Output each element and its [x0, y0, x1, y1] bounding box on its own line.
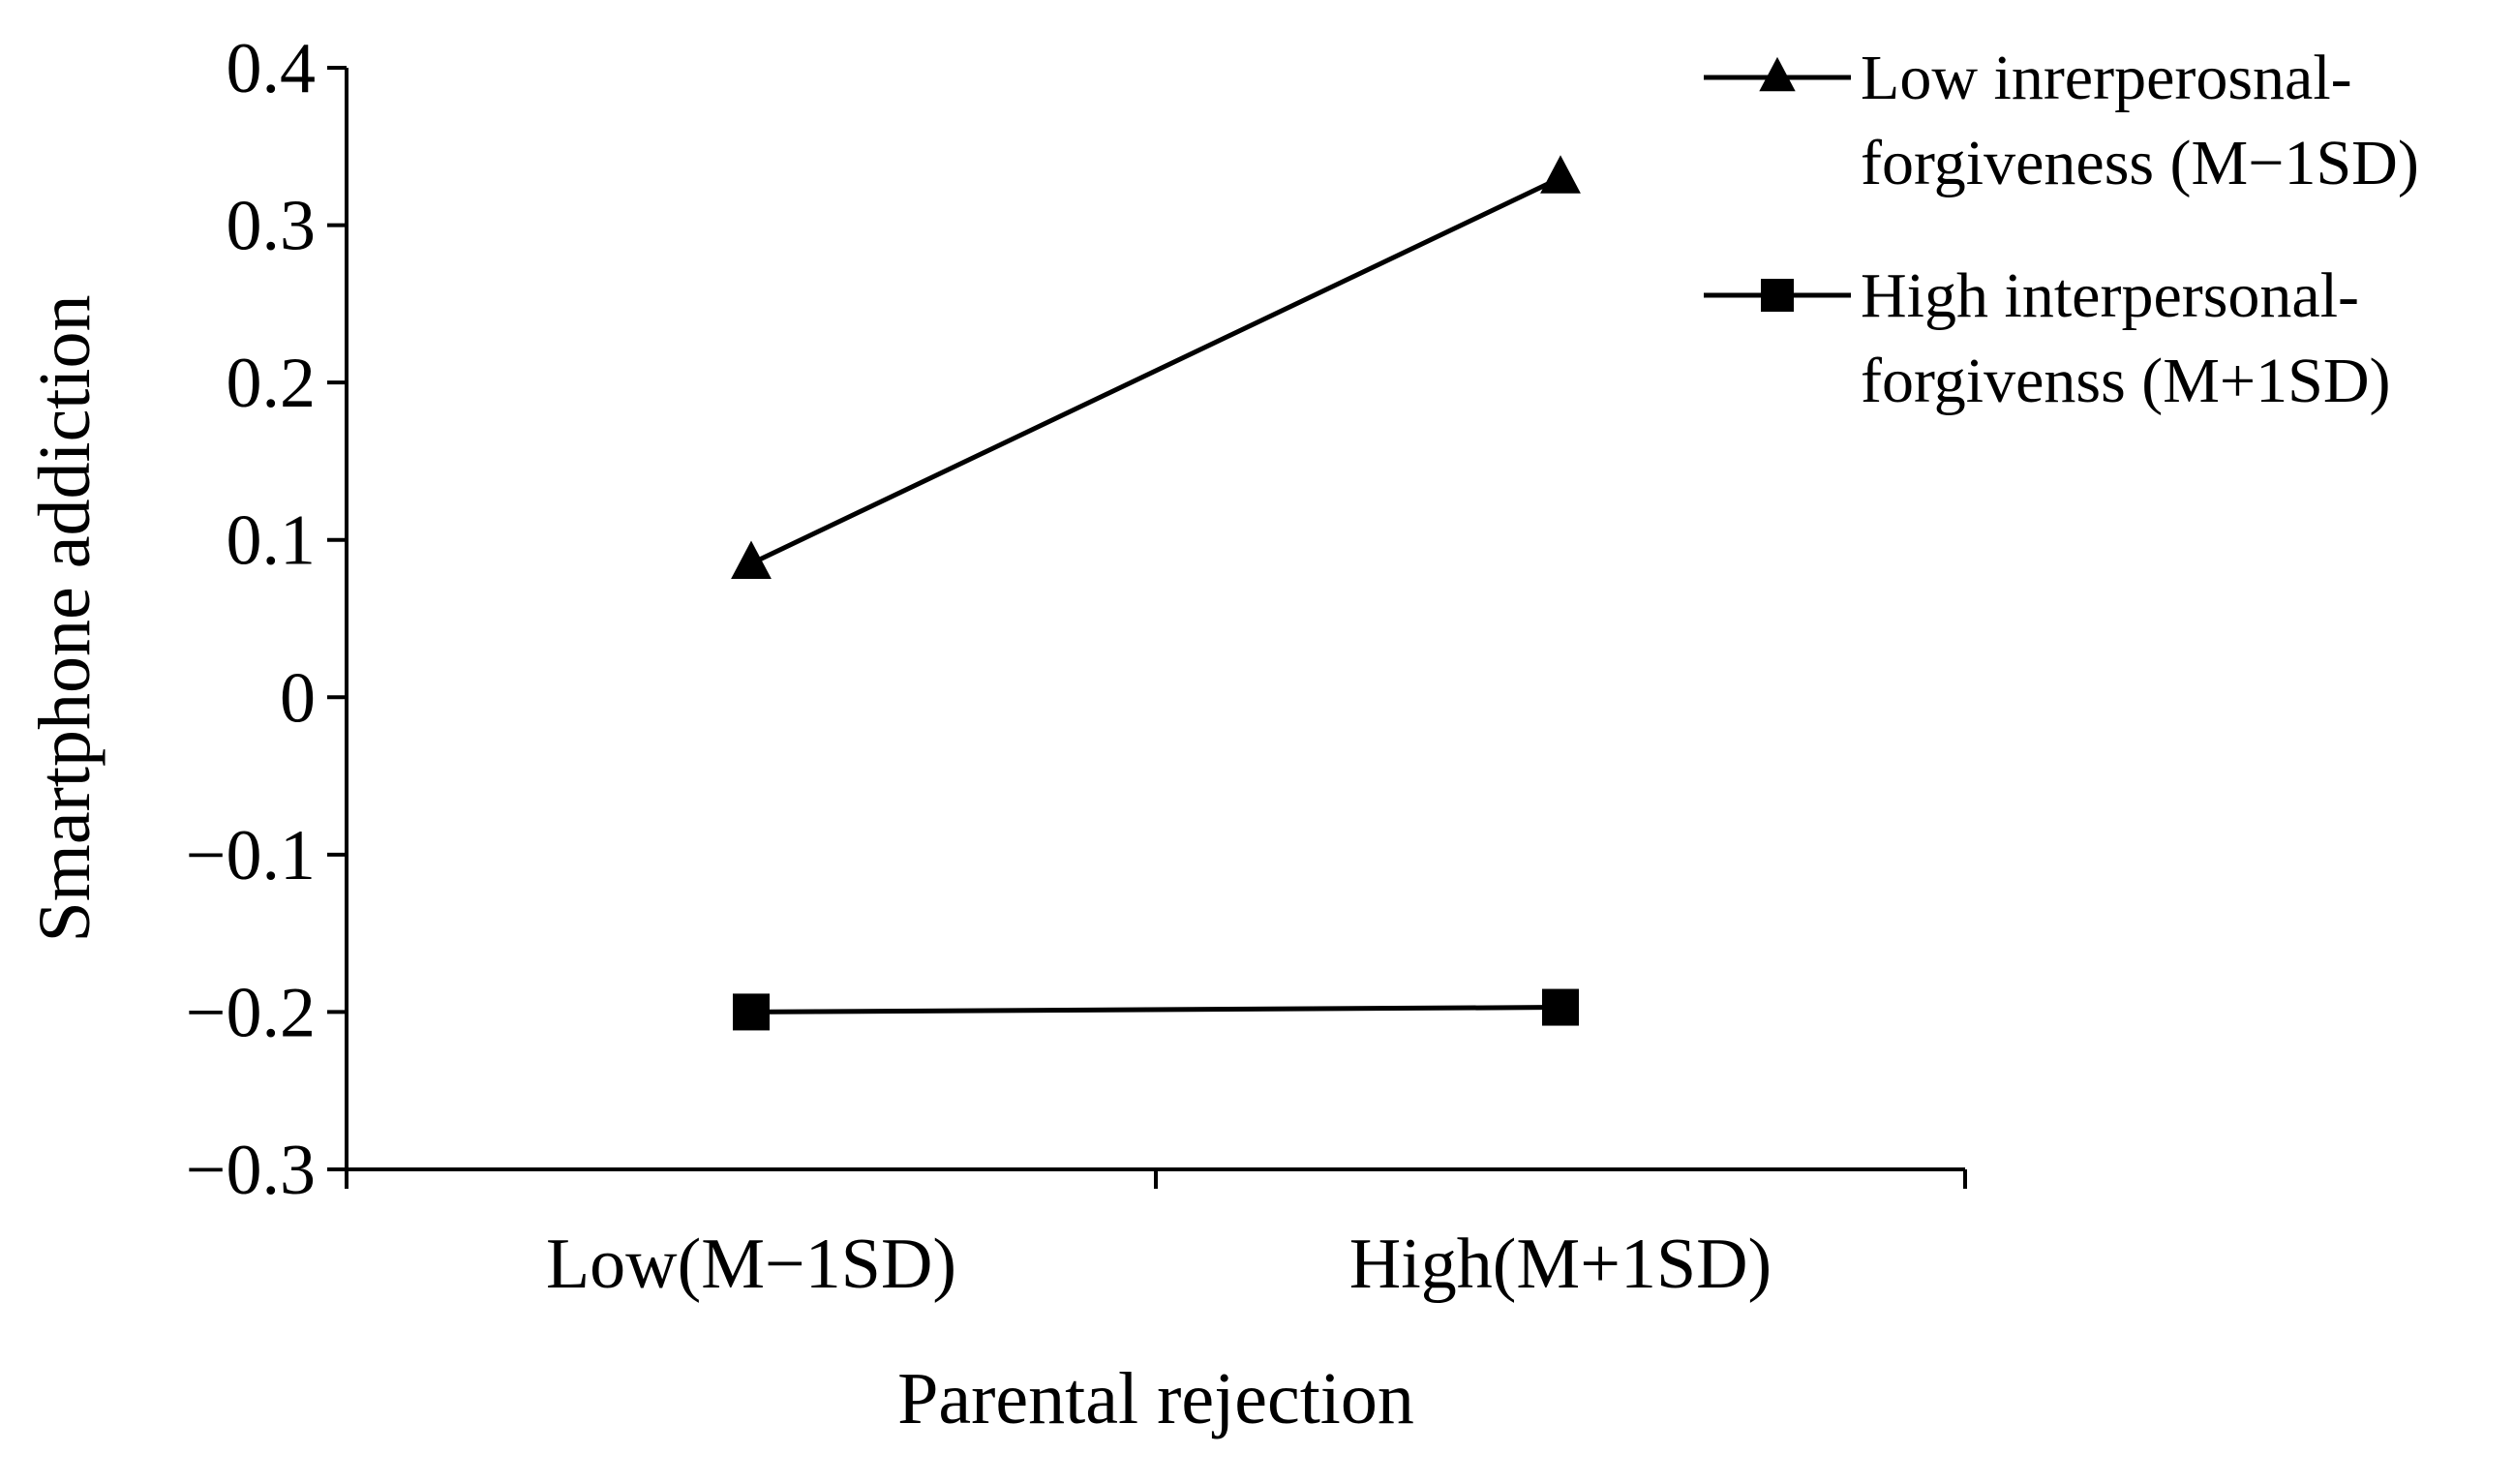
data-point: [733, 993, 770, 1031]
x-tick-label: High(M+1SD): [1349, 1225, 1772, 1304]
legend-label: forgiveness (M−1SD): [1861, 128, 2419, 198]
legend: Low inrerperosnal-forgiveness (M−1SD) Hig…: [1704, 43, 2419, 416]
x-axis-title: Parental rejection: [897, 1358, 1414, 1439]
data-point: [731, 540, 772, 580]
series-2: [733, 988, 1579, 1031]
series-line: [749, 175, 1562, 566]
y-tick-label: −0.2: [186, 973, 316, 1052]
y-tick-label: 0.1: [227, 501, 317, 581]
data-point: [1540, 155, 1581, 194]
x-tick-label: Low(M−1SD): [546, 1225, 956, 1304]
axes: [345, 68, 1965, 1187]
legend-label: forgivenss (M+1SD): [1861, 346, 2391, 416]
y-ticks: 0.4 0.3 0.2 0.1 0 −0.1 −0.2 −0.3: [186, 29, 347, 1210]
legend-item-2: High interpersonal-forgivenss (M+1SD): [1704, 260, 2391, 416]
y-tick-label: 0.4: [227, 29, 317, 108]
legend-label: Low inrerperosnal-: [1861, 43, 2352, 113]
legend-marker: [1761, 279, 1794, 312]
series-line: [750, 1005, 1561, 1015]
y-tick-label: 0.3: [227, 187, 317, 266]
y-tick-label: −0.3: [186, 1131, 316, 1210]
series-layer: [731, 155, 1581, 1031]
legend-marker: [1759, 56, 1796, 92]
x-ticks: Low(M−1SD) High(M+1SD): [345, 1169, 1967, 1304]
y-tick-label: −0.1: [186, 816, 316, 895]
legend-label: High interpersonal-: [1861, 260, 2359, 331]
y-tick-label: 0: [280, 658, 316, 738]
series-1: [731, 155, 1581, 580]
y-axis-title: Smartphone addiction: [24, 294, 106, 942]
legend-item-1: Low inrerperosnal-forgiveness (M−1SD): [1704, 43, 2419, 198]
data-point: [1542, 988, 1579, 1026]
y-tick-label: 0.2: [227, 344, 317, 423]
